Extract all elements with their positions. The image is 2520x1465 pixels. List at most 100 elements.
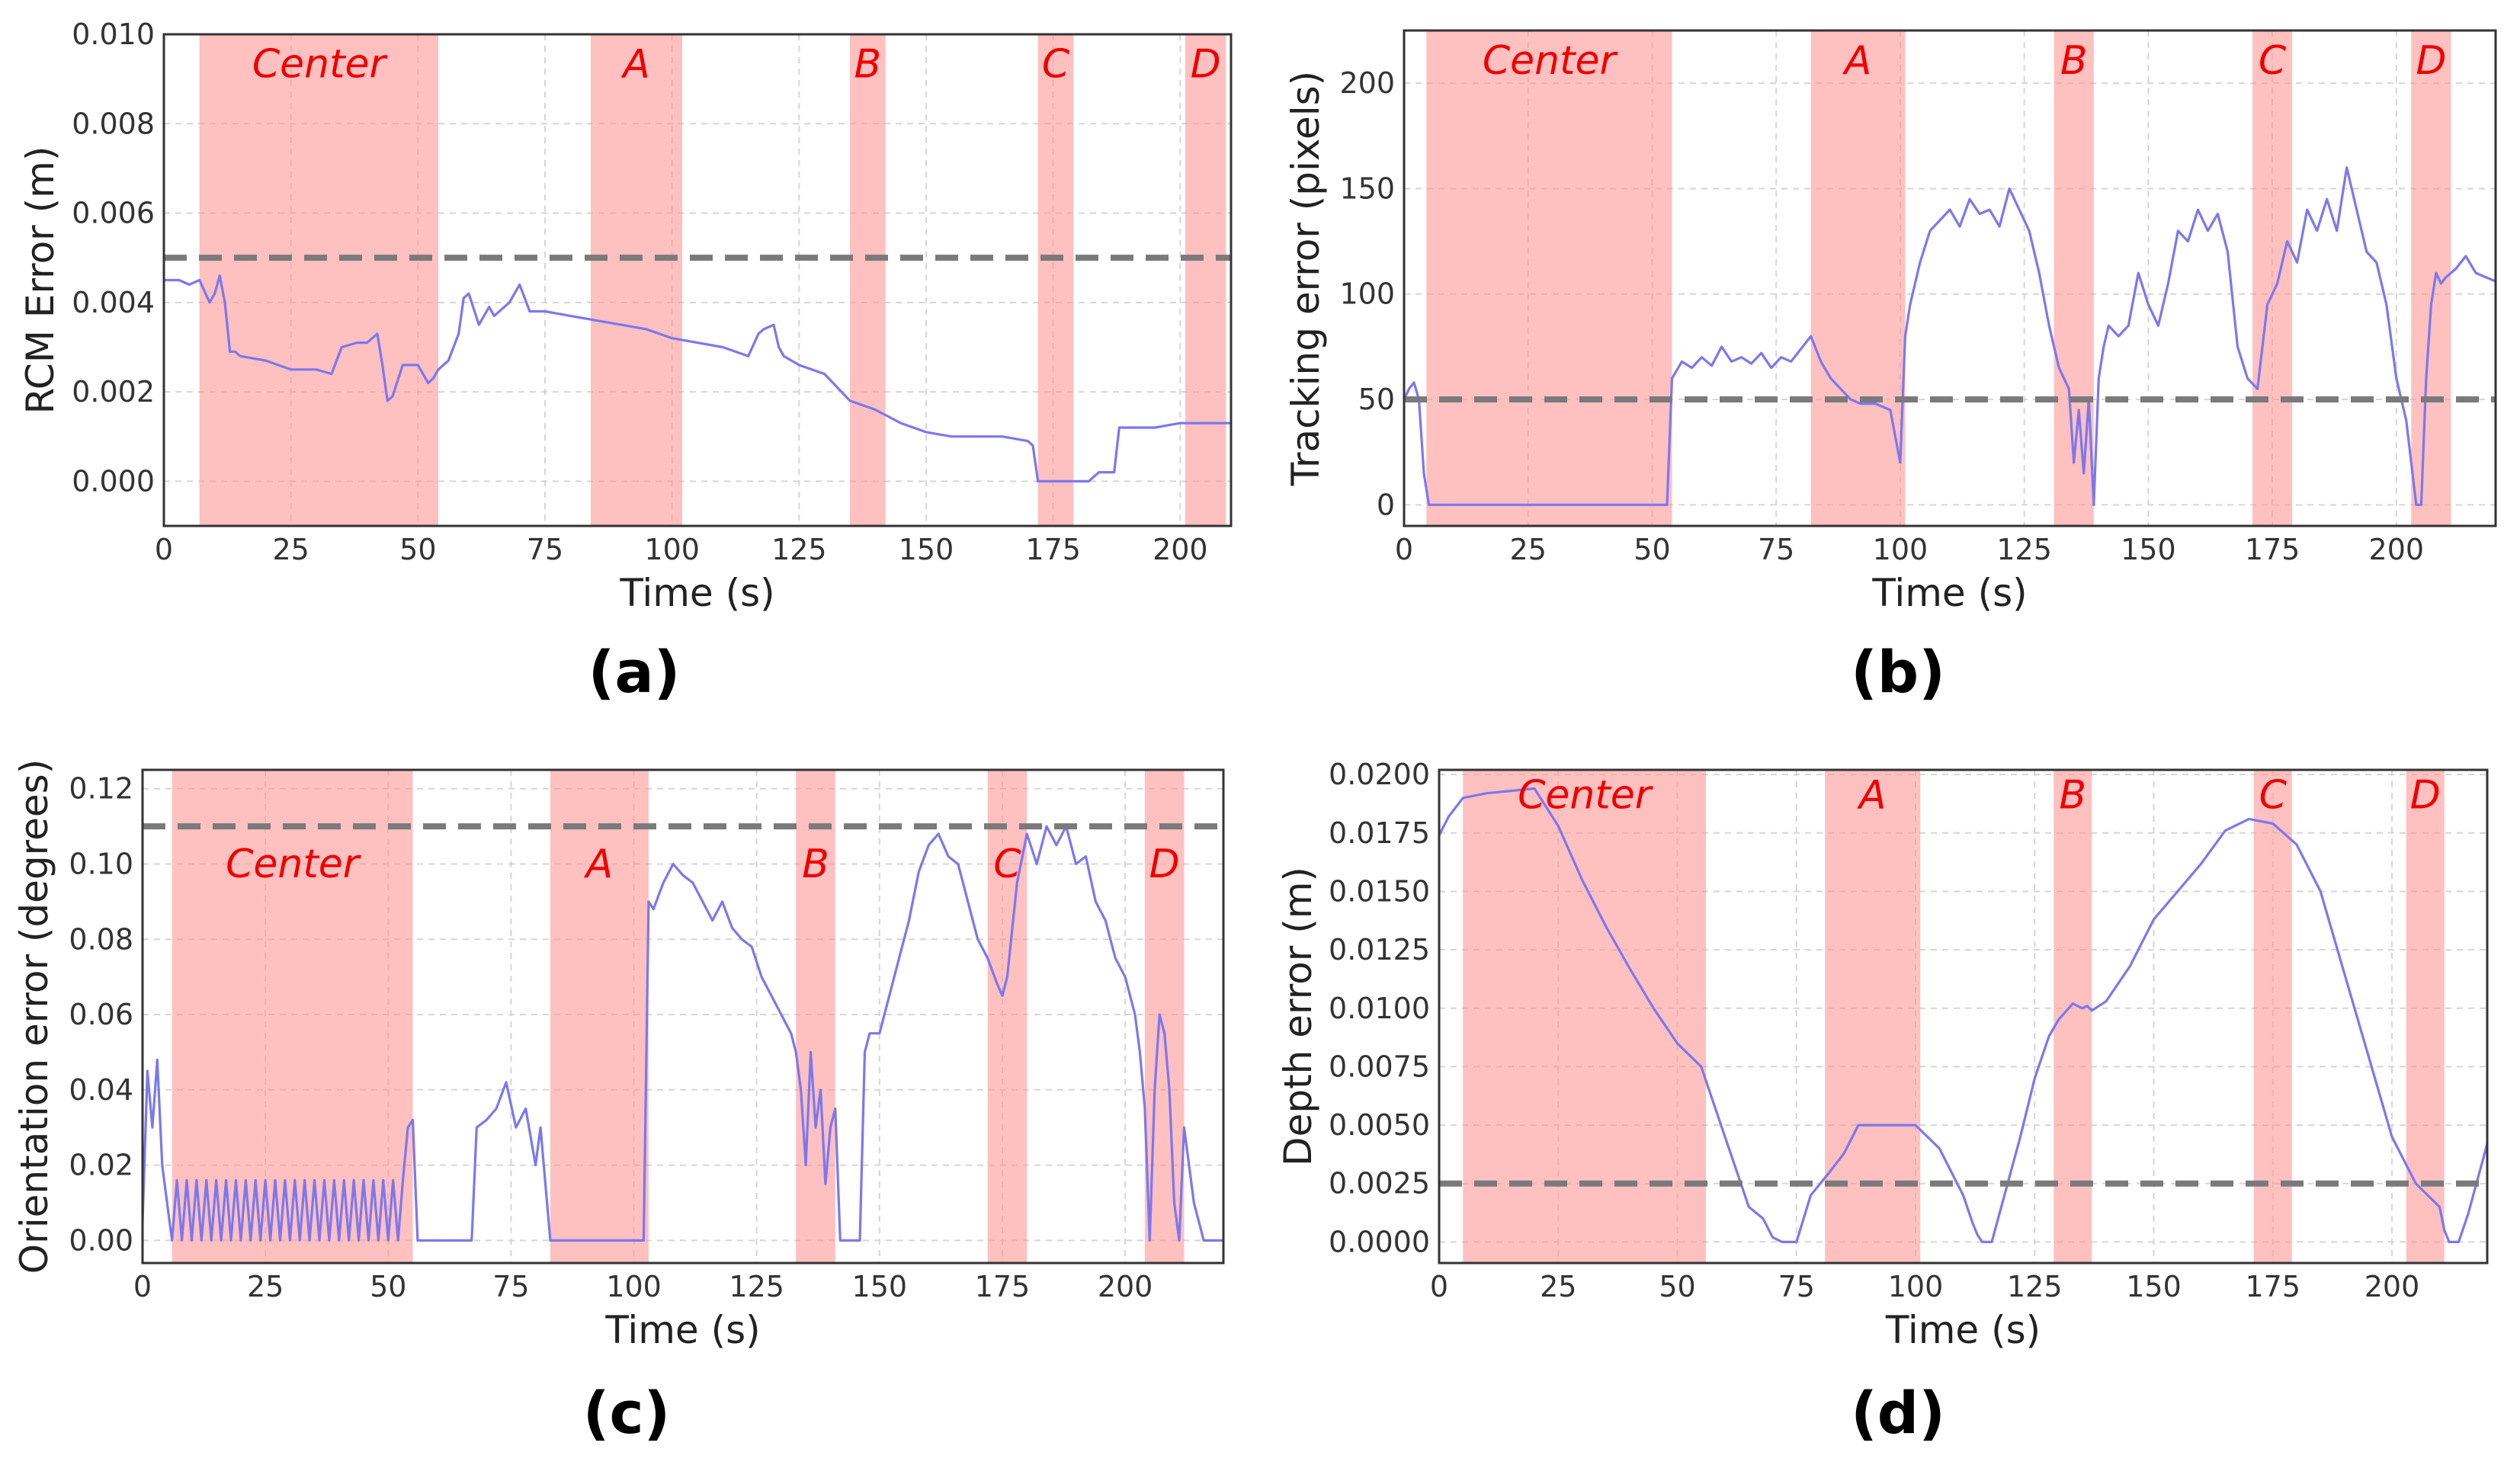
region-d xyxy=(2406,770,2445,1263)
panel-d: Center A B C D 0 25 50 75 100 125 150 175 200 0.0000 0.… xyxy=(1276,758,2489,1447)
x-tick-label: 125 xyxy=(771,533,827,566)
region-label-d: D xyxy=(1149,841,1180,887)
y-tick-label: 0.08 xyxy=(69,922,133,956)
x-tick-label: 75 xyxy=(527,533,563,566)
y-tick-label: 0.002 xyxy=(72,375,155,409)
x-tick-label: 50 xyxy=(399,533,436,566)
x-tick-label: 100 xyxy=(1888,1270,1944,1303)
region-label-center: Center xyxy=(1518,772,1654,818)
region-label-center: Center xyxy=(1483,38,1619,84)
x-tick-label: 125 xyxy=(729,1270,784,1303)
region-label-c: C xyxy=(993,841,1021,887)
y-tick-label: 0.0075 xyxy=(1329,1050,1430,1083)
region-a xyxy=(591,34,682,526)
y-axis-label: RCM Error (m) xyxy=(18,146,63,415)
region-label-b: B xyxy=(854,42,881,88)
plot-frame xyxy=(1438,768,2489,1265)
region-b xyxy=(2054,30,2094,526)
x-tick-label: 150 xyxy=(2121,533,2176,566)
x-tick-label: 50 xyxy=(1634,533,1670,566)
y-tick-label: 0.00 xyxy=(69,1223,133,1257)
y-tick-label: 0.008 xyxy=(72,107,155,140)
x-tick-label: 75 xyxy=(1778,1270,1815,1303)
panel-label: (d) xyxy=(1851,1379,1945,1447)
panel-label: (b) xyxy=(1851,638,1945,706)
x-tick-label: 0 xyxy=(133,1270,152,1303)
region-label-d: D xyxy=(2410,772,2441,818)
region-label-b: B xyxy=(2059,772,2086,818)
x-tick-label: 125 xyxy=(1996,533,2052,566)
region-label-a: A xyxy=(584,841,614,887)
y-tick-label: 0.0125 xyxy=(1329,933,1430,967)
y-tick-label: 0.0050 xyxy=(1329,1108,1430,1142)
y-tick-label: 0.10 xyxy=(69,847,133,880)
x-tick-label: 0 xyxy=(155,533,173,566)
y-tick-label: 200 xyxy=(1339,66,1395,100)
y-tick-label: 0.12 xyxy=(69,772,133,806)
region-d xyxy=(1185,34,1226,526)
x-tick-label: 175 xyxy=(2245,1270,2300,1303)
x-tick-label: 125 xyxy=(2007,1270,2063,1303)
y-tick-label: 0.004 xyxy=(72,286,155,319)
y-tick-label: 0.006 xyxy=(72,197,155,230)
y-tick-label: 150 xyxy=(1339,172,1395,205)
series-line-0 xyxy=(164,274,1231,482)
panel-c: Center A B C D 0 25 50 75 100 125 150 175 200 0.00 0.02… xyxy=(12,759,1225,1447)
y-tick-label: 50 xyxy=(1358,383,1395,416)
x-tick-label: 150 xyxy=(899,533,954,566)
x-tick-label: 0 xyxy=(1395,533,1413,566)
y-tick-label: 0.0100 xyxy=(1329,992,1430,1025)
region-label-c: C xyxy=(2259,772,2288,818)
region-label-d: D xyxy=(2416,38,2446,84)
y-tick-label: 0.0150 xyxy=(1329,874,1430,908)
x-tick-label: 175 xyxy=(2245,533,2300,566)
region-b xyxy=(2054,770,2092,1263)
x-tick-label: 100 xyxy=(1873,533,1928,566)
y-tick-label: 0.000 xyxy=(72,464,155,498)
region-a xyxy=(1825,770,1921,1263)
region-label-a: A xyxy=(1842,38,1872,84)
x-tick-label: 175 xyxy=(1025,533,1081,566)
x-tick-label: 100 xyxy=(606,1270,662,1303)
y-tick-label: 0 xyxy=(1377,488,1395,521)
x-tick-label: 175 xyxy=(975,1270,1031,1303)
region-label-c: C xyxy=(2259,38,2287,84)
region-label-b: B xyxy=(802,841,829,887)
y-axis-label: Depth error (m) xyxy=(1276,867,1320,1166)
y-tick-label: 0.0000 xyxy=(1329,1225,1430,1258)
y-axis-label: Tracking error (pixels) xyxy=(1284,71,1328,486)
x-tick-label: 50 xyxy=(1659,1270,1695,1303)
x-tick-label: 25 xyxy=(247,1270,284,1303)
panel-a: Center A B C D 0 25 50 75 100 125 150 175 200 0.000 0.0… xyxy=(18,18,1233,706)
x-tick-label: 200 xyxy=(2365,1270,2420,1303)
y-tick-label: 0.0175 xyxy=(1329,816,1430,850)
series-line-0 xyxy=(1404,166,2496,506)
region-b xyxy=(850,34,886,526)
x-tick-label: 0 xyxy=(1430,1270,1448,1303)
x-tick-label: 200 xyxy=(1098,1270,1153,1303)
region-label-d: D xyxy=(1191,42,1221,88)
plot-frame xyxy=(141,768,1225,1265)
x-axis-label: Time (s) xyxy=(619,571,774,615)
region-label-a: A xyxy=(1857,772,1887,818)
region-center xyxy=(199,34,438,526)
x-tick-label: 25 xyxy=(272,533,309,566)
region-c xyxy=(2252,30,2293,526)
region-label-center: Center xyxy=(226,841,362,887)
panel-b: Center A B C D 0 25 50 75 100 125 150 175 200 0 50 100 15… xyxy=(1284,29,2497,706)
series-line-0 xyxy=(1439,787,2487,1243)
plot-frame xyxy=(1403,29,2497,527)
x-tick-label: 25 xyxy=(1540,1270,1576,1303)
region-c xyxy=(987,770,1028,1263)
region-center xyxy=(1463,770,1706,1263)
x-tick-label: 75 xyxy=(1758,533,1794,566)
x-tick-label: 200 xyxy=(1153,533,1208,566)
y-tick-label: 0.04 xyxy=(69,1073,133,1107)
series-line-0 xyxy=(143,825,1223,1242)
y-tick-label: 0.0200 xyxy=(1329,758,1430,791)
x-tick-label: 50 xyxy=(370,1270,406,1303)
x-axis-label: Time (s) xyxy=(1885,1308,2041,1352)
y-tick-label: 0.02 xyxy=(69,1149,133,1182)
region-label-c: C xyxy=(1042,42,1070,88)
panel-label: (c) xyxy=(583,1379,671,1447)
